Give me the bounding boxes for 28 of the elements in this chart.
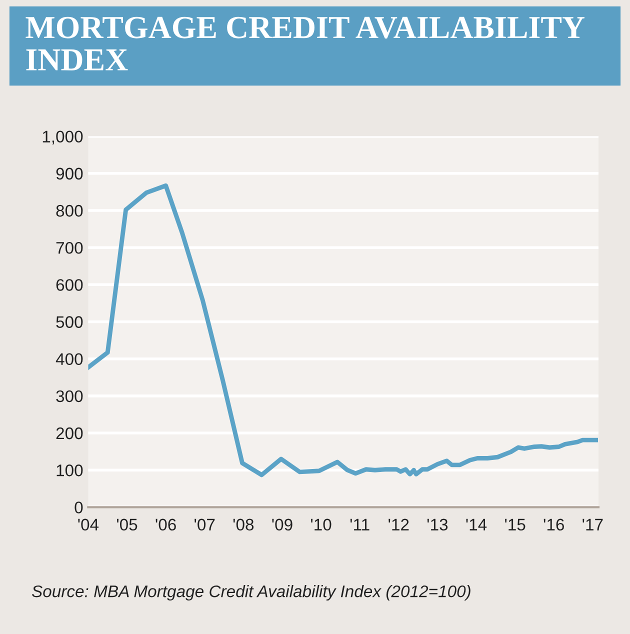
x-tick-label: '06 — [156, 518, 176, 531]
y-tick-label: 600 — [56, 279, 83, 291]
x-tick-label: '14 — [466, 518, 487, 530]
chart-title: MORTGAGE CREDIT AVAILABILITY INDEX — [26, 16, 584, 70]
x-tick-label: '04 — [78, 518, 99, 531]
y-tick-label: 700 — [56, 242, 83, 254]
x-tick-label: '13 — [427, 518, 448, 531]
line-series — [88, 183, 598, 478]
y-tick-label: 0 — [74, 502, 83, 514]
x-tick-label: '09 — [272, 518, 292, 531]
x-tick-label: '05 — [116, 518, 138, 531]
y-tick-label: 500 — [56, 316, 83, 328]
x-tick-label: '12 — [388, 518, 409, 530]
y-tick-label: 300 — [56, 390, 83, 402]
x-tick-label: '17 — [582, 518, 603, 530]
x-tick-label: '11 — [350, 518, 370, 530]
y-tick-label: 800 — [56, 204, 83, 217]
y-tick-label: 900 — [56, 168, 83, 180]
y-tick-label: 100 — [56, 464, 83, 476]
x-tick-label: '15 — [505, 518, 526, 531]
x-tick-label: '07 — [194, 518, 215, 531]
x-tick-label: '10 — [311, 518, 332, 531]
source-note: Source: MBA Mortgage Credit Availability Index (2012=100) — [32, 585, 470, 601]
y-tick-label: 1,000 — [42, 130, 83, 144]
x-tick-label: '16 — [544, 518, 564, 531]
y-tick-label: 200 — [56, 427, 83, 440]
y-tick-label: 400 — [56, 353, 83, 366]
x-tick-label: '08 — [233, 518, 254, 531]
